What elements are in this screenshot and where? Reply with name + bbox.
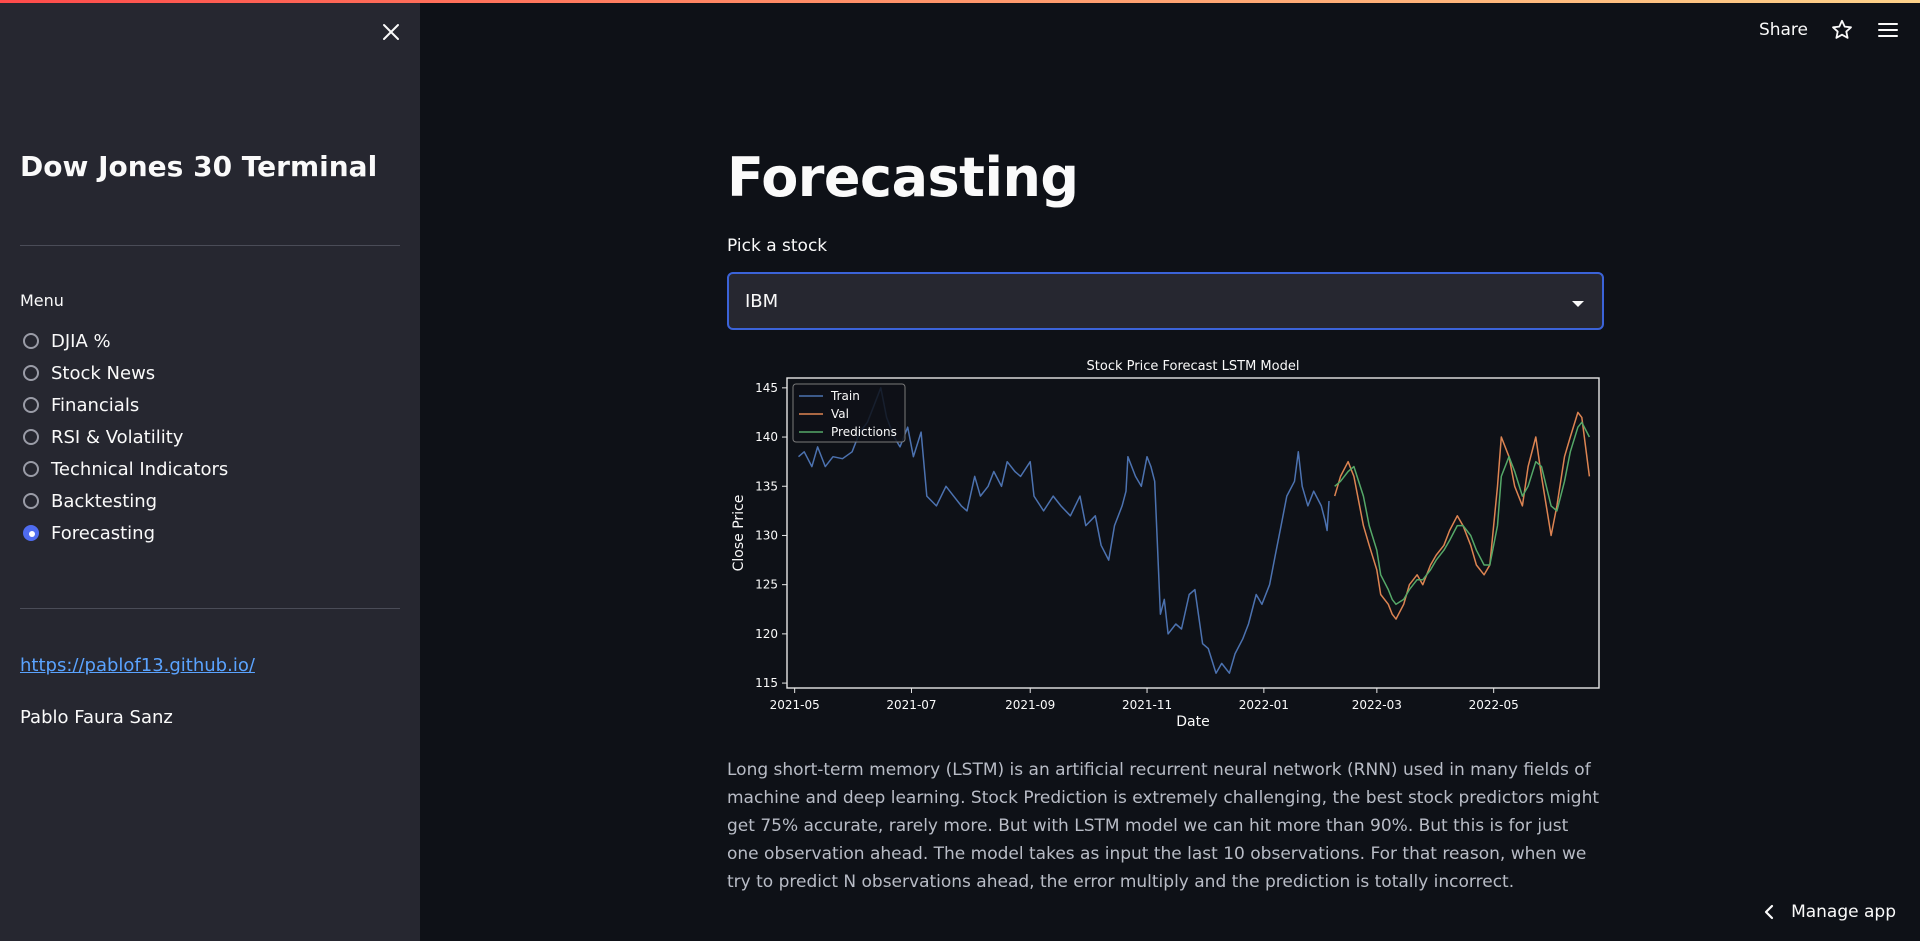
menu-item-forecasting[interactable]: Forecasting — [20, 517, 228, 549]
page-title: Forecasting — [727, 146, 1079, 209]
menu-item-technical-indicators[interactable]: Technical Indicators — [20, 453, 228, 485]
chevron-left-icon — [1764, 904, 1774, 920]
legend-box — [792, 383, 906, 443]
x-tick-label: 2021-07 — [886, 698, 936, 712]
menu-item-label: DJIA % — [51, 330, 111, 352]
x-tick-label: 2021-09 — [1005, 698, 1055, 712]
x-tick-label: 2022-03 — [1352, 698, 1402, 712]
menu-item-label: Backtesting — [51, 490, 158, 512]
series-line-predictions — [1334, 421, 1591, 606]
menu-item-financials[interactable]: Financials — [20, 389, 228, 421]
close-sidebar-button[interactable] — [376, 18, 406, 48]
hamburger-menu-icon[interactable] — [1876, 18, 1900, 42]
close-icon — [383, 24, 399, 40]
menu-item-label: RSI & Volatility — [51, 426, 184, 448]
selected-stock-value: IBM — [745, 291, 779, 312]
sidebar: Dow Jones 30 Terminal Menu DJIA % Stock … — [0, 0, 420, 941]
radio-button[interactable] — [23, 493, 39, 509]
lstm-description: Long short-term memory (LSTM) is an arti… — [727, 760, 1600, 892]
divider — [20, 245, 400, 246]
y-tick-label: 140 — [755, 430, 778, 444]
forecast-line-chart: Stock Price Forecast LSTM Model 115 120 125… — [731, 359, 1600, 730]
top-decoration-bar — [0, 0, 1920, 3]
header-actions: Share — [1759, 18, 1900, 42]
legend-label: Val — [831, 407, 849, 421]
menu-item-djia[interactable]: DJIA % — [20, 325, 228, 357]
share-button[interactable]: Share — [1758, 20, 1808, 40]
y-tick-label: 125 — [755, 578, 778, 592]
y-tick-label: 120 — [755, 627, 778, 641]
radio-button[interactable] — [23, 429, 39, 445]
stock-select[interactable]: IBM — [727, 272, 1604, 330]
radio-button[interactable] — [23, 397, 39, 413]
menu-item-backtesting[interactable]: Backtesting — [20, 485, 228, 517]
menu-label: Menu — [20, 291, 64, 310]
y-tick-label: 115 — [755, 676, 778, 690]
radio-button-selected[interactable] — [23, 525, 39, 541]
manage-app-button[interactable]: Manage app — [1763, 902, 1896, 922]
series-line-val — [1333, 411, 1591, 620]
y-tick-label: 135 — [755, 479, 778, 493]
manage-app-label: Manage app — [1791, 902, 1896, 922]
sidebar-title: Dow Jones 30 Terminal — [20, 150, 378, 183]
menu-radio-group: DJIA % Stock News Financials RSI & Volat… — [20, 325, 228, 549]
x-tick-label: 2021-05 — [770, 698, 820, 712]
author-name: Pablo Faura Sanz — [20, 707, 173, 728]
menu-item-label: Financials — [51, 394, 140, 416]
y-tick-label: 145 — [755, 381, 778, 395]
star-icon[interactable] — [1830, 18, 1854, 42]
radio-button[interactable] — [23, 365, 39, 381]
menu-item-label: Technical Indicators — [51, 458, 229, 480]
y-axis-label: Close Price — [731, 495, 747, 572]
x-tick-label: 2021-11 — [1122, 698, 1172, 712]
menu-item-label: Stock News — [51, 362, 156, 384]
author-website-link[interactable]: https://pablof13.github.io/ — [20, 655, 255, 676]
radio-button[interactable] — [23, 333, 39, 349]
y-tick-label: 130 — [755, 528, 778, 542]
x-tick-label: 2022-01 — [1239, 698, 1289, 712]
radio-button[interactable] — [23, 461, 39, 477]
x-axis-label: Date — [1176, 714, 1209, 730]
plot-frame — [786, 377, 1600, 689]
menu-item-rsi-volatility[interactable]: RSI & Volatility — [20, 421, 228, 453]
legend-label: Train — [830, 389, 860, 403]
menu-item-label: Forecasting — [51, 522, 156, 544]
chart-title: Stock Price Forecast LSTM Model — [1087, 359, 1300, 374]
stock-select-label: Pick a stock — [727, 236, 828, 256]
menu-item-stock-news[interactable]: Stock News — [20, 357, 228, 389]
caret-down-icon — [1572, 301, 1584, 307]
x-tick-label: 2022-05 — [1469, 698, 1519, 712]
legend-label: Predictions — [831, 425, 897, 439]
divider — [20, 608, 400, 609]
